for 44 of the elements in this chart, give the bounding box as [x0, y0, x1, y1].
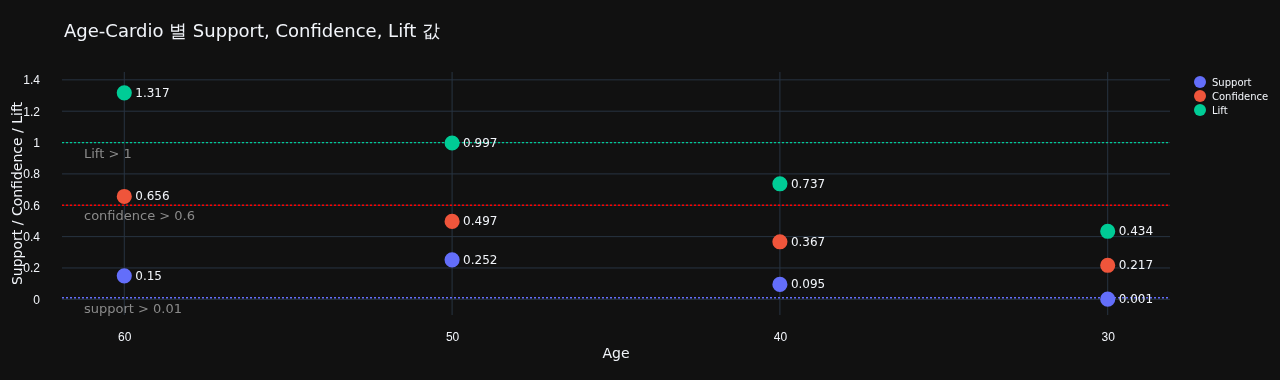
data-label: 0.252 [463, 252, 498, 267]
point [1100, 291, 1116, 307]
y-tick-label: 1.2 [23, 104, 41, 119]
ref-line-label: confidence > 0.6 [84, 208, 195, 224]
data-label: 0.095 [790, 277, 826, 292]
data-label: 1.317 [135, 85, 170, 100]
x-tick-label: 30 [1101, 329, 1116, 344]
point [444, 213, 460, 229]
x-tick-label: 40 [773, 329, 788, 344]
legend-label: Lift [1212, 104, 1228, 116]
data-label: 0.737 [790, 176, 826, 191]
data-label: 0.367 [790, 234, 826, 249]
point [772, 176, 788, 192]
data-label: 0.434 [1118, 224, 1154, 239]
data-label: 0.217 [1118, 258, 1154, 273]
legend-label: Confidence [1212, 90, 1269, 102]
point [116, 85, 132, 101]
y-tick-label: 1.4 [23, 73, 41, 88]
point [772, 234, 788, 250]
x-tick-label: 60 [118, 329, 132, 344]
data-label: 0.15 [135, 268, 162, 283]
chart-title: Age-Cardio 별 Support, Confidence, Lift 값 [64, 20, 440, 41]
y-tick-label: 0.8 [23, 167, 41, 182]
ref-line-label: support > 0.01 [84, 300, 183, 316]
y-tick-label: 0.4 [23, 229, 41, 244]
ref-line-label: Lift > 1 [84, 145, 132, 161]
point [116, 188, 132, 205]
legend-label: Support [1212, 76, 1252, 88]
data-label: 0.001 [1118, 292, 1154, 307]
data-label: 0.497 [463, 214, 498, 229]
point [444, 135, 460, 151]
point [1100, 223, 1116, 239]
point [444, 252, 460, 268]
x-axis-title: Age [602, 345, 630, 361]
y-tick-label: 0.2 [23, 261, 41, 276]
y-tick-label: 0.6 [23, 198, 41, 213]
y-tick-label: 1 [33, 135, 41, 150]
data-label: 0.997 [463, 136, 498, 151]
x-tick-label: 50 [445, 329, 460, 344]
y-tick-label: 0 [33, 292, 41, 307]
point [1100, 257, 1116, 273]
point [772, 276, 788, 292]
point [116, 268, 132, 284]
data-label: 0.656 [135, 189, 170, 204]
